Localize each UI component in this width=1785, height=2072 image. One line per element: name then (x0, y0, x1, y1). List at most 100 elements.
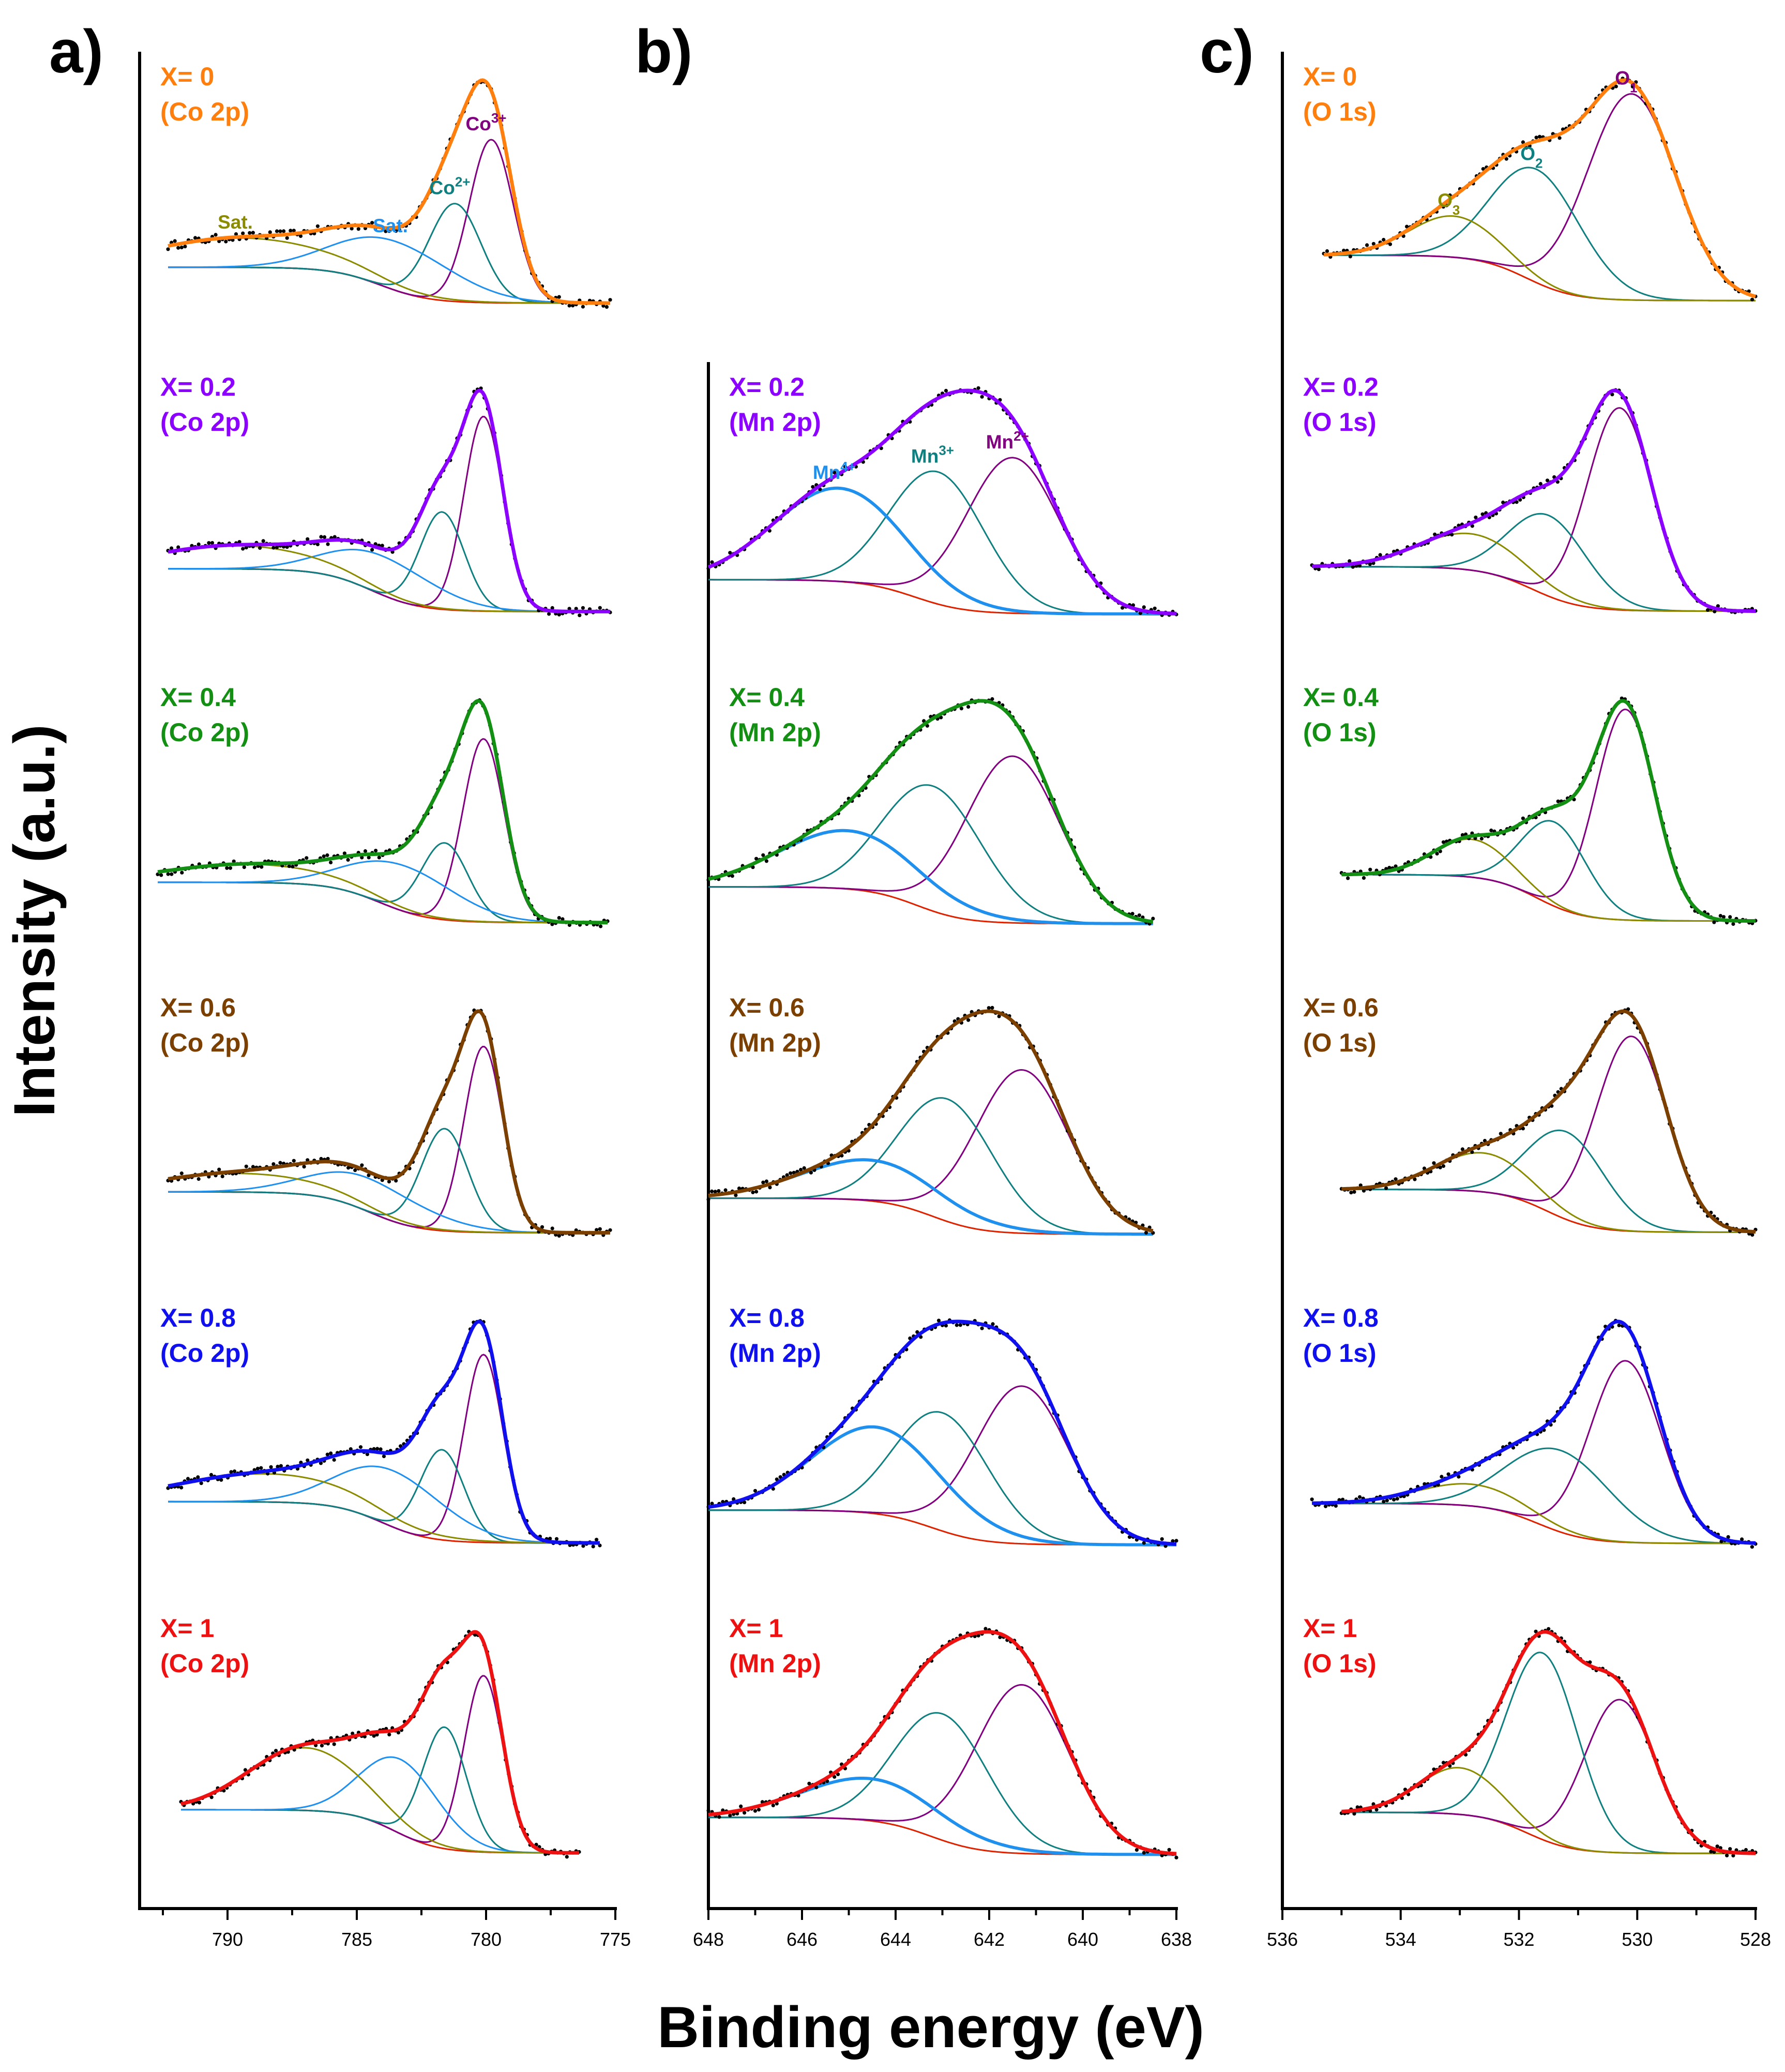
data-point (375, 1447, 380, 1451)
data-point (258, 546, 262, 550)
data-point (1728, 1847, 1732, 1851)
data-point (557, 1234, 561, 1238)
data-point (1387, 866, 1391, 870)
data-point (367, 1173, 371, 1177)
component-sat (168, 545, 610, 612)
spectrum-core-label: (O 1s) (1303, 1339, 1376, 1368)
background-line (1341, 1811, 1756, 1854)
data-point (365, 1452, 370, 1457)
data-point (751, 1190, 755, 1194)
data-point (199, 1481, 203, 1485)
component-o2 (1341, 1651, 1756, 1854)
data-point (1470, 524, 1474, 528)
peak-label: Mn2+ (986, 428, 1029, 453)
data-point (557, 916, 561, 920)
data-point (743, 1811, 747, 1815)
data-point (814, 1785, 819, 1790)
data-point (1362, 1189, 1366, 1193)
spectrum-sample-label: X= 0.6 (1303, 993, 1379, 1022)
data-points (1339, 1007, 1758, 1237)
data-point (1413, 1177, 1417, 1181)
data-point (332, 1458, 336, 1462)
spectrum-sample-label: X= 0.4 (729, 683, 805, 712)
component-o1 (1341, 708, 1756, 922)
data-point (771, 1804, 775, 1808)
data-point (186, 1477, 190, 1481)
data-point (207, 541, 211, 545)
spectrum-sample-label: X= 0 (1303, 62, 1357, 91)
data-point (325, 1452, 329, 1457)
component-o3 (1341, 838, 1756, 922)
spectrum-sample-label: X= 0.4 (160, 683, 236, 712)
data-point (360, 1163, 364, 1167)
data-point (1121, 606, 1125, 610)
data-point (179, 1171, 184, 1176)
data-point (1725, 1853, 1729, 1857)
data-point (1160, 1853, 1164, 1857)
data-point (785, 1173, 789, 1177)
data-point (372, 1734, 376, 1738)
data-point (728, 1813, 732, 1818)
component-co3 (168, 1045, 610, 1234)
data-point (159, 873, 163, 877)
data-point (244, 1164, 248, 1168)
data-point (166, 872, 170, 876)
x-tick-label: 648 (693, 1929, 724, 1950)
data-point (170, 872, 174, 876)
data-point (1460, 1147, 1464, 1151)
data-point (1348, 254, 1352, 259)
data-point (1382, 237, 1386, 242)
data-point (987, 1006, 991, 1010)
data-point (1310, 1497, 1314, 1502)
data-point (764, 1179, 768, 1183)
data-point (305, 856, 309, 860)
plot-layer: 790 785 780 775 X= 0 (Co 2p) Co3+ Co2+ Sat. Sat. X… (138, 52, 1771, 1950)
data-point (1728, 915, 1732, 919)
data-point (275, 545, 279, 549)
data-point (571, 304, 575, 308)
data-point (241, 547, 245, 551)
spectrum-core-label: (O 1s) (1303, 1028, 1376, 1057)
data-point (278, 1161, 282, 1165)
x-tick-label: 790 (212, 1929, 243, 1950)
data-point (1378, 553, 1382, 557)
data-point (394, 229, 398, 233)
data-point (237, 540, 241, 544)
data-point (581, 305, 585, 309)
data-point (730, 874, 734, 878)
peak-label: O1 (1615, 68, 1637, 96)
data-point (753, 1809, 758, 1813)
data-point (271, 546, 276, 550)
data-point (1750, 1233, 1754, 1237)
data-point (1744, 1848, 1748, 1852)
component-mn4 (708, 1777, 1176, 1856)
component-o2 (1324, 167, 1756, 302)
peak-label: O2 (1520, 143, 1542, 171)
data-point (370, 221, 374, 225)
data-point (315, 542, 320, 547)
data-point (248, 231, 252, 235)
envelope-line (1323, 78, 1756, 298)
data-point (604, 305, 609, 309)
data-point (1499, 1132, 1503, 1136)
data-point (1362, 876, 1366, 880)
data-point (384, 229, 388, 233)
data-point (276, 1464, 280, 1469)
data-point (322, 535, 327, 539)
data-point (598, 1227, 602, 1231)
panel-letter-c: c) (1200, 18, 1254, 86)
data-point (1371, 561, 1375, 565)
data-point (554, 1537, 559, 1541)
data-point (1521, 140, 1525, 144)
data-point (595, 1228, 599, 1232)
data-point (274, 1749, 278, 1753)
data-point (292, 229, 296, 233)
data-point (1489, 828, 1493, 833)
data-point (1474, 515, 1478, 519)
component-sat (158, 860, 608, 924)
component-mn2 (708, 1069, 1154, 1232)
spectrum-core-label: (O 1s) (1303, 718, 1376, 747)
envelope-line (157, 699, 608, 925)
data-point (1715, 1844, 1719, 1849)
data-point (1352, 1812, 1356, 1816)
